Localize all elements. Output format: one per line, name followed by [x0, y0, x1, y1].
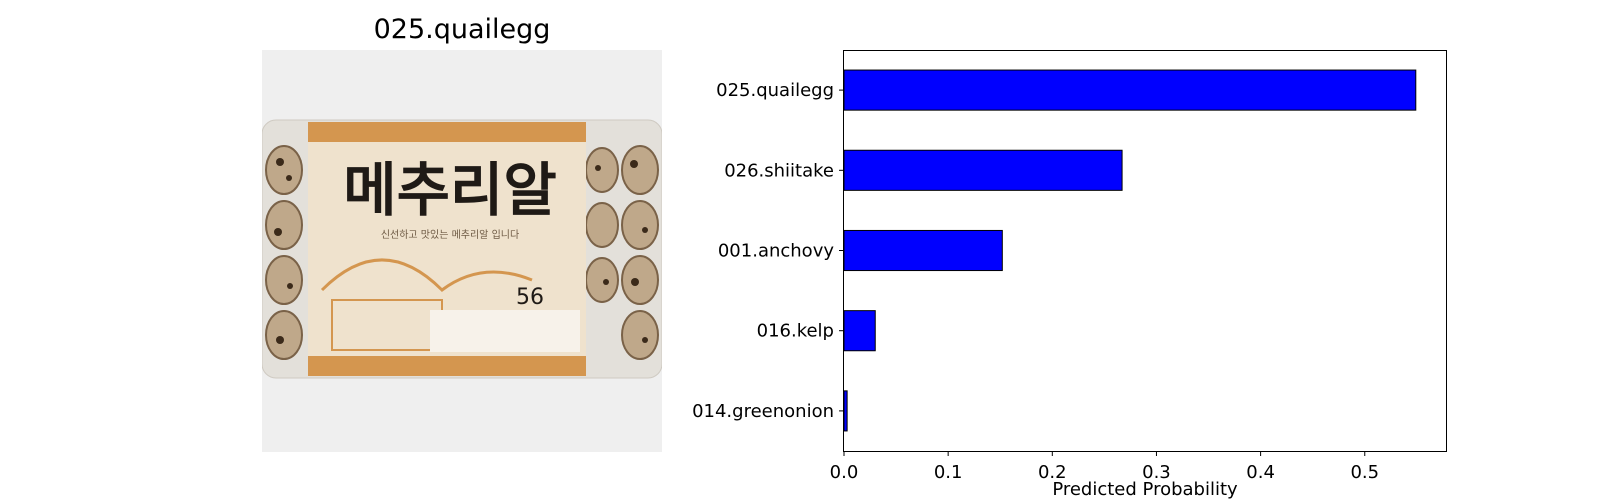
bar-026.shiitake [843, 149, 1123, 191]
y-tick-label: 016.kelp [757, 321, 834, 342]
photo-brand-text: 메추리알 [343, 156, 556, 224]
product-photo: 메추리알 신선하고 맛있는 메추리알 입니다 56 [262, 50, 662, 452]
y-tick-label: 001.anchovy [718, 241, 834, 262]
x-axis-label: Predicted Probability [1052, 479, 1238, 500]
photo-count-text: 56 [516, 285, 544, 310]
bar-016.kelp [843, 310, 876, 352]
x-tick-label: 0.2 [1038, 462, 1067, 483]
bar-001.anchovy [843, 229, 1003, 272]
bar-025.quailegg [843, 69, 1417, 111]
bar-014.greenonion [843, 390, 848, 432]
x-tick-label: 0.3 [1142, 462, 1171, 483]
image-title: 025.quailegg [373, 14, 551, 45]
y-tick-label: 025.quailegg [716, 80, 834, 101]
photo-subtitle-text: 신선하고 맛있는 메추리알 입니다 [381, 228, 519, 241]
y-tick-label: 026.shiitake [724, 160, 834, 181]
x-tick-label: 0.1 [934, 462, 963, 483]
y-tick-label: 014.greenonion [692, 401, 834, 422]
x-tick-label: 0.5 [1350, 462, 1379, 483]
x-tick-label: 0.4 [1246, 462, 1275, 483]
x-tick-label: 0.0 [830, 462, 859, 483]
